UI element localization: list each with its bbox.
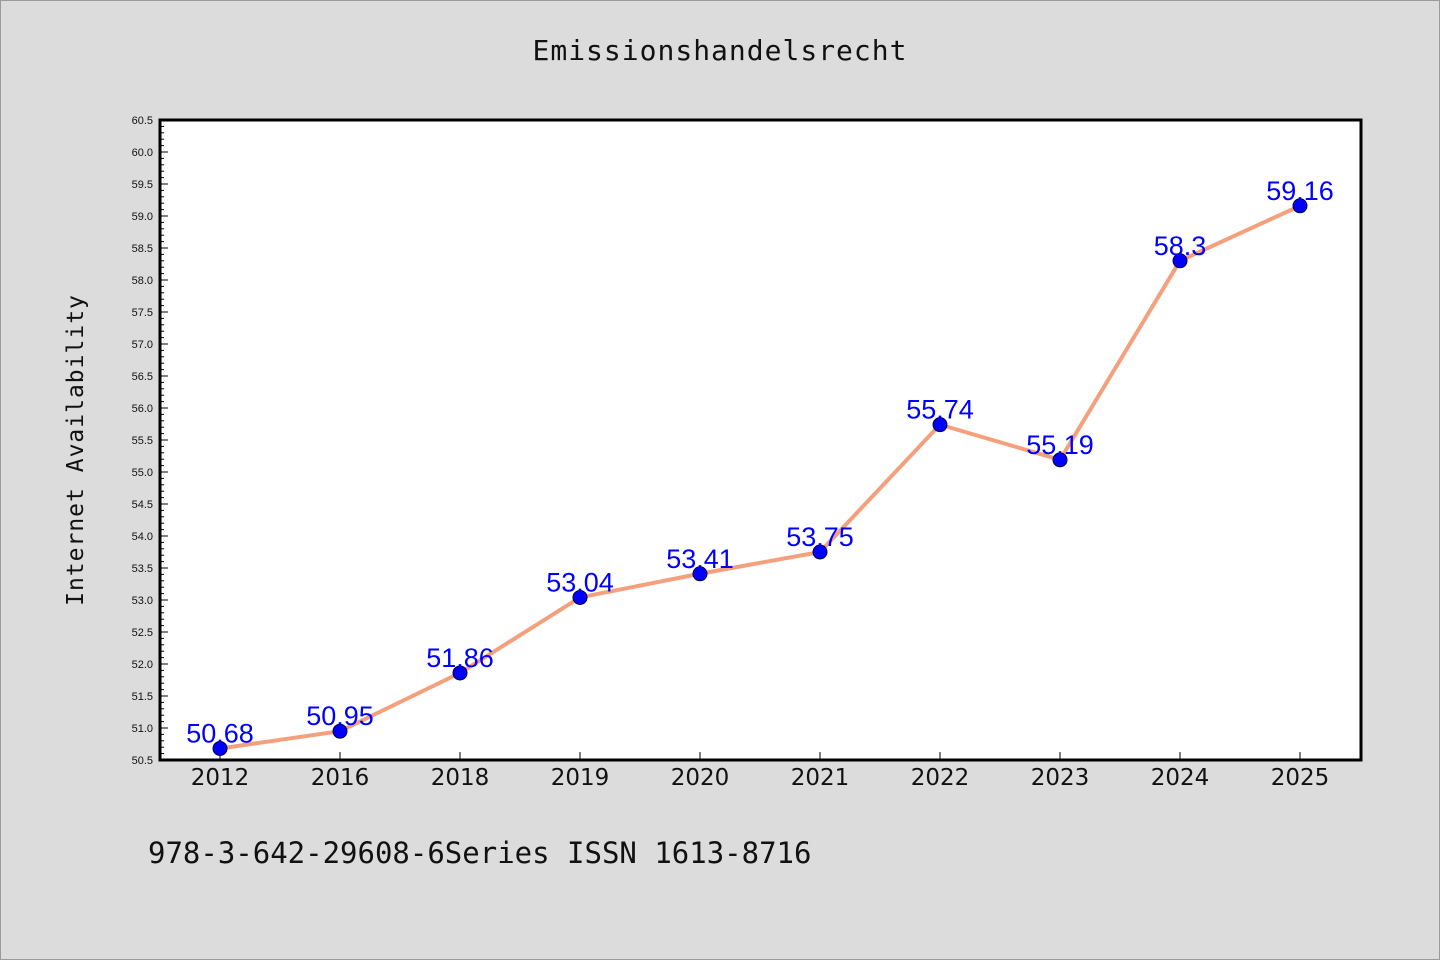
y-tick-label: 56.5 bbox=[132, 371, 153, 383]
y-tick-label: 50.5 bbox=[132, 755, 153, 767]
y-tick-label: 57.0 bbox=[132, 339, 153, 351]
data-label: 53.41 bbox=[666, 544, 734, 574]
y-tick-label: 53.5 bbox=[132, 563, 153, 575]
data-point bbox=[1172, 253, 1188, 269]
data-label: 58.3 bbox=[1154, 231, 1207, 261]
y-tick-label: 52.5 bbox=[132, 627, 153, 639]
data-label: 51.86 bbox=[426, 643, 494, 673]
y-tick-label: 51.0 bbox=[132, 723, 153, 735]
y-tick-label: 54.5 bbox=[132, 499, 153, 511]
data-label: 50.95 bbox=[306, 701, 374, 731]
y-tick-label: 53.0 bbox=[132, 595, 153, 607]
plot-area bbox=[160, 120, 1361, 760]
data-label: 50.68 bbox=[186, 718, 254, 748]
y-tick-label: 60.5 bbox=[132, 115, 153, 127]
y-tick-label: 58.0 bbox=[132, 275, 153, 287]
y-tick-label: 52.0 bbox=[132, 659, 153, 671]
y-tick-label: 60.0 bbox=[132, 147, 153, 159]
plot-frame bbox=[158, 118, 1363, 762]
x-tick-label: 2016 bbox=[311, 765, 370, 791]
chart-title: Emissionshandelsrecht bbox=[532, 34, 908, 67]
data-label: 53.75 bbox=[786, 522, 854, 552]
data-label: 55.74 bbox=[906, 395, 974, 425]
data-point bbox=[332, 723, 348, 739]
y-tick-label: 56.0 bbox=[132, 403, 153, 415]
data-labels: 50.68 50.95 51.86 53.04 53.41 53.75 55.74 55.19… bbox=[186, 176, 1334, 749]
data-point bbox=[452, 665, 468, 681]
x-tick-label: 2020 bbox=[671, 765, 730, 791]
data-point bbox=[572, 589, 588, 605]
x-axis: 2012 2016 2018 2019 2020 2021 2022 2023 2024 2025 bbox=[191, 752, 1330, 791]
x-tick-label: 2018 bbox=[431, 765, 490, 791]
data-point bbox=[1052, 452, 1068, 468]
y-tick-label: 54.0 bbox=[132, 531, 153, 543]
data-label: 55.19 bbox=[1026, 430, 1094, 460]
y-tick-label: 58.5 bbox=[132, 243, 153, 255]
x-tick-label: 2019 bbox=[551, 765, 610, 791]
y-tick-label: 59.0 bbox=[132, 211, 153, 223]
data-markers bbox=[212, 198, 1308, 756]
footer-text: 978-3-642-29608-6Series ISSN 1613-8716 bbox=[148, 836, 812, 870]
data-point bbox=[932, 417, 948, 433]
x-tick-label: 2021 bbox=[791, 765, 850, 791]
series-line bbox=[218, 203, 1302, 751]
data-point bbox=[692, 566, 708, 582]
y-tick-label: 55.5 bbox=[132, 435, 153, 447]
data-label: 53.04 bbox=[546, 567, 614, 597]
x-tick-label: 2024 bbox=[1151, 765, 1210, 791]
data-point bbox=[212, 740, 228, 756]
data-point bbox=[812, 544, 828, 560]
y-tick-label: 59.5 bbox=[132, 179, 153, 191]
x-tick-label: 2012 bbox=[191, 765, 250, 791]
x-tick-label: 2023 bbox=[1031, 765, 1090, 791]
data-label: 59.16 bbox=[1266, 176, 1334, 206]
y-tick-label: 55.0 bbox=[132, 467, 153, 479]
data-point bbox=[1292, 198, 1308, 214]
x-tick-label: 2022 bbox=[911, 765, 970, 791]
y-tick-label: 51.5 bbox=[132, 691, 153, 703]
x-tick-label: 2025 bbox=[1271, 765, 1330, 791]
y-tick-label: 57.5 bbox=[132, 307, 153, 319]
